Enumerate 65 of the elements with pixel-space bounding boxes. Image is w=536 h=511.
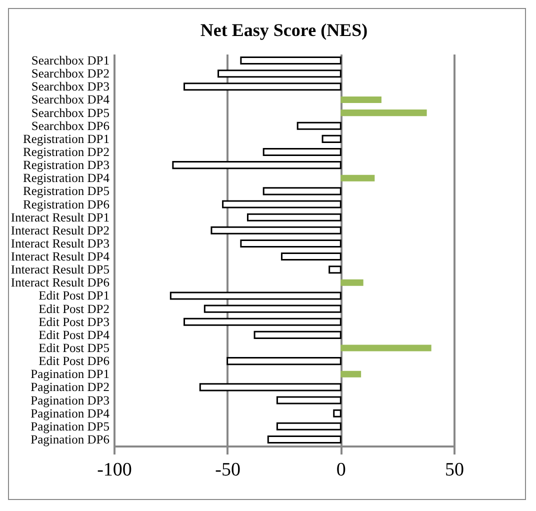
y-tick-label: Searchbox DP2 — [31, 66, 110, 81]
y-tick-label: Searchbox DP4 — [31, 92, 110, 107]
y-tick-label: Registration DP5 — [23, 184, 110, 198]
bar — [199, 383, 342, 392]
bar — [226, 357, 342, 366]
bar — [254, 330, 342, 339]
bar — [240, 56, 342, 65]
bar — [170, 292, 342, 300]
y-tick-label: Edit Post DP3 — [38, 314, 110, 329]
bar — [172, 161, 342, 170]
y-tick-label: Edit Post DP1 — [38, 288, 110, 303]
y-tick-label: Edit Post DP2 — [38, 302, 110, 316]
bar — [322, 134, 342, 143]
y-tick-label: Registration DP2 — [23, 145, 110, 159]
y-tick-label: Registration DP6 — [23, 197, 110, 212]
x-tick-label: 50 — [445, 460, 464, 480]
y-tick-label: Pagination DP3 — [30, 393, 110, 408]
bar — [340, 344, 432, 352]
x-tick-label: -50 — [215, 460, 240, 480]
y-tick-label: Pagination DP5 — [30, 419, 110, 434]
bar — [296, 122, 342, 130]
y-tick-label: Searchbox DP3 — [31, 80, 110, 94]
y-tick-label: Interact Result DP3 — [10, 236, 110, 250]
y-tick-label: Pagination DP1 — [30, 367, 110, 382]
y-tick-label: Edit Post DP6 — [38, 354, 110, 368]
bar — [328, 266, 342, 274]
y-tick-label: Pagination DP2 — [30, 380, 110, 394]
y-tick-label: Edit Post DP4 — [38, 328, 110, 342]
x-tick-label: -100 — [97, 460, 132, 480]
chart-title: Net Easy Score (NES) — [200, 20, 368, 40]
bar — [184, 318, 342, 326]
bar — [276, 422, 342, 430]
bar — [333, 409, 342, 418]
y-tick-label: Registration DP1 — [23, 132, 110, 146]
bar — [340, 370, 362, 378]
y-tick-label: Registration DP3 — [23, 158, 110, 172]
bar — [222, 200, 342, 208]
bar — [280, 252, 342, 261]
bar — [240, 239, 342, 248]
bar — [340, 174, 375, 182]
bar — [218, 70, 342, 78]
y-tick-label: Pagination DP4 — [30, 406, 110, 420]
bar — [267, 435, 342, 444]
bar — [184, 82, 342, 91]
bar — [340, 279, 364, 286]
y-tick-label: Searchbox DP1 — [31, 54, 110, 68]
bar — [246, 213, 342, 222]
y-tick-label: Interact Result DP6 — [10, 276, 110, 290]
x-tick-label: 0 — [336, 460, 346, 480]
bar — [276, 396, 342, 404]
y-tick-label: Pagination DP6 — [30, 432, 110, 446]
y-tick-label: Interact Result DP4 — [10, 250, 110, 264]
y-tick-label: Searchbox DP5 — [31, 106, 110, 120]
y-tick-label: Registration DP4 — [23, 171, 110, 186]
bar — [340, 96, 382, 103]
bar — [262, 148, 342, 156]
y-tick-label: Interact Result DP5 — [10, 262, 110, 277]
y-tick-label: Interact Result DP2 — [10, 223, 110, 238]
bar — [340, 110, 427, 116]
y-tick-label: Edit Post DP5 — [38, 341, 110, 355]
y-tick-label: Searchbox DP6 — [31, 118, 110, 133]
bar — [204, 304, 342, 313]
y-tick-label: Interact Result DP1 — [10, 210, 110, 224]
bar — [262, 187, 342, 196]
bar — [210, 226, 342, 234]
